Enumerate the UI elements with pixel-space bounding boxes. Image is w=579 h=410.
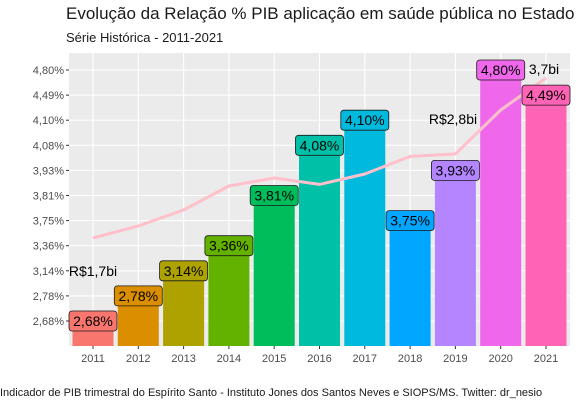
trend-line [92,76,547,240]
data-label-2012: 2,78% [118,288,158,304]
y-tick-label: 2,68% [33,316,64,328]
bar-2020 [480,70,522,346]
data-labels: 2,68% 2,78% 3,14% 3,36% 3,81% 4,08% 4,10% 3,75%… [68,59,571,332]
data-label-box-2020 [476,59,526,81]
bar-2017 [344,120,386,346]
data-label-2014: 3,36% [209,238,249,254]
data-label-box-2013 [159,260,209,282]
x-tick-label: 2020 [488,353,512,365]
bar-2015 [253,195,295,346]
data-label-2019: 3,93% [436,162,476,178]
data-label-box-2012 [113,285,163,307]
x-tick-label: 2013 [171,353,195,365]
x-tick-label: 2018 [398,353,422,365]
y-tick-label: 4,80% [33,65,64,77]
x-tick-label: 2015 [262,353,286,365]
data-label-box-2021 [521,84,571,106]
bar-2018 [389,220,431,346]
data-label-2020: 4,80% [481,62,521,78]
y-tick-label: 4,08% [33,140,64,152]
x-tick-label: 2017 [353,353,377,365]
data-label-box-2017 [340,109,390,131]
data-label-box-2019 [430,159,480,181]
chart-subtitle: Série Histórica - 2011-2021 [66,30,224,45]
y-tick-label: 2,78% [33,291,64,303]
data-label-2013: 3,14% [164,263,204,279]
y-tick-label: 3,81% [33,191,64,203]
y-axis: 2,68% 2,78% 3,14% 3,36% 3,75% 3,81% 3,93% 4,08%… [33,65,69,328]
data-label-2018: 3,75% [390,213,430,229]
bar-2014 [208,245,250,346]
data-label-box-2018 [385,210,435,232]
bar-2021 [525,95,567,346]
x-axis: 2011 2012 2013 2014 2015 2016 2017 2018 2019 2020… [81,346,558,365]
bar-2019 [434,170,476,346]
chart-title: Evolução da Relação % PIB aplicação em s… [66,4,575,23]
bar-2016 [299,145,340,346]
y-tick-label: 3,75% [33,216,64,228]
data-label-2021: 4,49% [526,87,566,103]
x-tick-label: 2012 [126,353,150,365]
y-tick-label: 3,36% [33,241,64,253]
data-label-2017: 4,10% [345,112,385,128]
x-tick-label: 2016 [307,353,331,365]
annotations: R$1,7bi R$2,8bi 3,7bi [69,61,559,279]
data-label-box-2015 [249,185,299,206]
data-label-2016: 4,08% [300,137,340,153]
annotation-2019: R$2,8bi [429,111,477,127]
annotation-2020: 3,7bi [529,61,559,77]
x-tick-label: 2019 [443,353,467,365]
data-label-box-2014 [204,235,254,257]
annotation-2011: R$1,7bi [69,263,117,279]
y-tick-label: 4,49% [33,90,64,102]
x-tick-label: 2014 [217,353,241,365]
y-tick-label: 3,14% [33,266,64,278]
x-tick-label: 2021 [534,353,558,365]
data-label-box-2016 [295,134,344,156]
data-label-2011: 2,68% [73,313,113,329]
data-label-2015: 3,81% [254,188,294,204]
bars [72,70,567,346]
x-tick-label: 2011 [81,353,105,365]
trend-series-line [92,76,547,240]
y-tick-label: 4,10% [33,115,64,127]
bar-2013 [163,270,205,346]
caption: Indicador de PIB trimestral do Espírito … [0,387,543,399]
y-tick-label: 3,93% [33,165,64,177]
